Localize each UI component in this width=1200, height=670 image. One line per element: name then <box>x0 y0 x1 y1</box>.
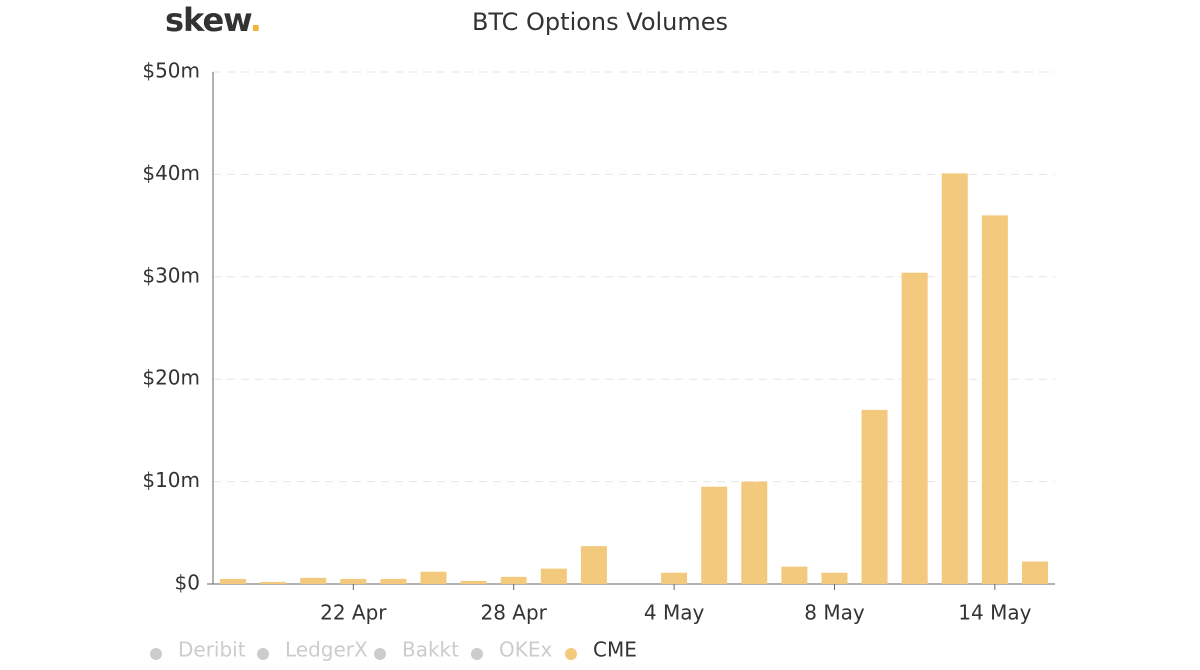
bar <box>300 577 327 584</box>
y-tick-label: $0 <box>175 571 200 595</box>
legend-marker <box>374 648 386 660</box>
bar <box>460 580 487 584</box>
x-tick-label: 22 Apr <box>320 601 387 625</box>
y-tick-label: $10m <box>142 468 200 492</box>
legend-label[interactable]: CME <box>593 638 637 662</box>
bar <box>861 409 888 584</box>
y-tick-label: $20m <box>142 366 200 390</box>
bar <box>701 486 728 584</box>
bar <box>260 581 287 584</box>
bar <box>821 572 848 584</box>
legend-marker <box>565 648 577 660</box>
logo-text: skew <box>165 1 252 39</box>
legend-label[interactable]: Bakkt <box>402 638 459 662</box>
bar <box>540 568 567 584</box>
x-tick-label: 8 May <box>804 601 865 625</box>
bar <box>741 481 768 584</box>
bar <box>380 578 407 584</box>
bar <box>580 546 607 584</box>
x-tick-label: 14 May <box>958 601 1031 625</box>
bar <box>220 578 247 584</box>
legend-label[interactable]: OKEx <box>499 638 552 662</box>
legend-label[interactable]: Deribit <box>178 638 246 662</box>
y-tick-label: $40m <box>142 161 200 185</box>
bar <box>340 578 367 584</box>
bar <box>500 576 527 584</box>
legend-marker <box>257 648 269 660</box>
bar <box>781 566 808 584</box>
legend-marker <box>471 648 483 660</box>
legend-label[interactable]: LedgerX <box>285 638 368 662</box>
legend-marker <box>150 648 162 660</box>
bar <box>1021 561 1048 584</box>
bar <box>981 215 1008 585</box>
chart-title: BTC Options Volumes <box>472 8 728 36</box>
y-tick-label: $50m <box>142 59 200 83</box>
x-tick-label: 28 Apr <box>481 601 548 625</box>
y-tick-label: $30m <box>142 263 200 287</box>
bar <box>901 272 928 584</box>
logo: skew. <box>165 1 261 39</box>
bar <box>941 173 968 584</box>
logo-dot: . <box>250 1 261 39</box>
bar <box>420 571 447 584</box>
x-tick-label: 4 May <box>644 601 705 625</box>
bar <box>661 572 688 584</box>
